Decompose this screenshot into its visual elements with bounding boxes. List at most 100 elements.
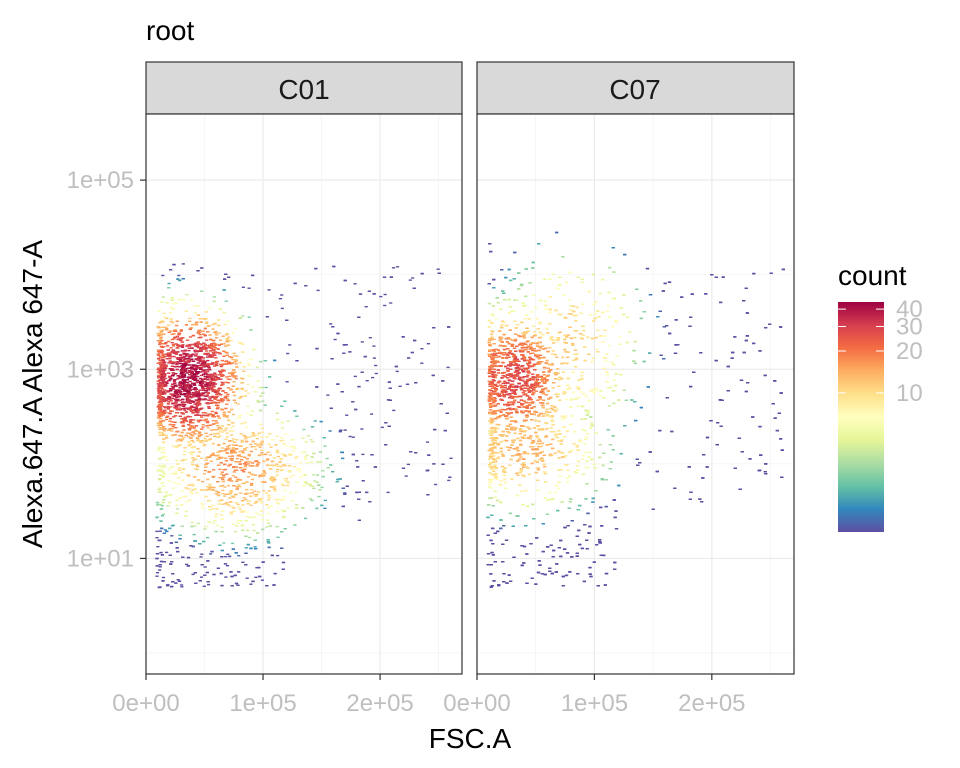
heatmap-tile	[304, 441, 308, 443]
heatmap-tile	[162, 312, 166, 314]
heatmap-tile	[158, 478, 162, 480]
heatmap-tile	[159, 551, 163, 554]
heatmap-tile	[295, 504, 299, 506]
heatmap-tile	[217, 456, 221, 458]
heatmap-tile	[195, 345, 199, 348]
heatmap-tile	[220, 359, 224, 362]
heatmap-tile	[181, 278, 185, 280]
heatmap-tile	[162, 485, 166, 487]
heatmap-tile	[225, 333, 229, 336]
heatmap-tile	[205, 394, 209, 396]
heatmap-tile	[161, 380, 165, 382]
heatmap-tile	[353, 375, 357, 378]
heatmap-tile	[189, 434, 193, 436]
chart-title: root	[146, 15, 194, 46]
heatmap-tile	[157, 470, 161, 472]
heatmap-tile	[295, 507, 299, 509]
heatmap-tile	[265, 459, 269, 461]
heatmap-tile	[167, 340, 171, 343]
heatmap-tile	[245, 412, 249, 415]
heatmap-tile	[210, 384, 214, 387]
heatmap-tile	[161, 397, 165, 399]
heatmap-tile	[232, 438, 236, 440]
heatmap-tile	[203, 398, 207, 400]
heatmap-tile	[262, 475, 266, 477]
heatmap-tile	[261, 528, 265, 531]
heatmap-tile	[182, 436, 186, 439]
heatmap-tile	[368, 501, 372, 503]
heatmap-tile	[181, 388, 185, 390]
heatmap-tile	[219, 473, 223, 475]
heatmap-tile	[169, 399, 173, 402]
heatmap-tile	[209, 380, 213, 383]
heatmap-tile	[196, 448, 200, 450]
heatmap-tile	[247, 374, 251, 377]
heatmap-tile	[161, 513, 166, 515]
heatmap-tile	[224, 555, 228, 558]
heatmap-tile	[202, 585, 206, 587]
heatmap-tile	[200, 576, 204, 578]
heatmap-tile	[201, 387, 205, 390]
heatmap-tile	[174, 400, 178, 402]
heatmap-tile	[168, 397, 172, 400]
heatmap-tile	[189, 453, 193, 456]
heatmap-tile	[218, 370, 222, 372]
heatmap-tile	[232, 466, 236, 468]
heatmap-tile	[222, 415, 226, 418]
heatmap-tile	[222, 289, 226, 291]
heatmap-tile	[181, 263, 185, 265]
heatmap-tile	[163, 384, 167, 386]
heatmap-tile	[235, 480, 239, 482]
heatmap-tile	[296, 468, 300, 471]
heatmap-tile	[169, 406, 173, 408]
heatmap-tile	[165, 530, 169, 533]
heatmap-tile	[168, 375, 172, 378]
heatmap-tile	[159, 474, 163, 476]
heatmap-tile	[162, 412, 167, 414]
heatmap-tile	[167, 401, 171, 403]
heatmap-tile	[185, 354, 189, 356]
heatmap-tile	[225, 363, 229, 365]
heatmap-tile	[230, 452, 234, 454]
heatmap-tile	[288, 344, 292, 346]
heatmap-tile	[170, 410, 174, 412]
heatmap-tile	[183, 364, 188, 366]
heatmap-tile	[203, 469, 207, 472]
heatmap-tile	[243, 448, 247, 450]
heatmap-tile	[160, 377, 164, 379]
heatmap-tile	[201, 357, 205, 359]
heatmap-tile	[432, 327, 436, 329]
heatmap-tile	[161, 356, 165, 359]
heatmap-tile	[213, 354, 217, 356]
heatmap-tile	[174, 582, 178, 584]
heatmap-tile	[246, 405, 250, 407]
heatmap-tile	[256, 532, 260, 534]
heatmap-tile	[182, 375, 186, 378]
heatmap-tile	[216, 415, 220, 417]
heatmap-tile	[234, 552, 238, 554]
heatmap-tile	[193, 384, 197, 386]
heatmap-tile	[225, 436, 229, 438]
heatmap-tile	[165, 459, 169, 461]
heatmap-tile	[180, 431, 184, 434]
heatmap-tile	[284, 433, 288, 435]
heatmap-tile	[235, 439, 239, 441]
heatmap-tile	[184, 495, 188, 498]
heatmap-tile	[447, 326, 451, 328]
heatmap-tile	[177, 407, 182, 409]
heatmap-tile	[241, 351, 245, 353]
heatmap-tile	[170, 421, 174, 423]
heatmap-tile	[252, 434, 256, 437]
heatmap-tile	[221, 489, 225, 492]
heatmap-tile	[187, 347, 191, 349]
heatmap-tile	[172, 338, 176, 340]
heatmap-tiles	[155, 263, 453, 589]
heatmap-tile	[298, 461, 303, 464]
heatmap-tile	[394, 365, 398, 368]
heatmap-tile	[206, 478, 210, 481]
heatmap-tile	[237, 522, 241, 525]
heatmap-tile	[185, 379, 189, 381]
heatmap-tile	[395, 266, 400, 268]
heatmap-tile	[256, 444, 260, 447]
heatmap-tile	[171, 343, 175, 346]
